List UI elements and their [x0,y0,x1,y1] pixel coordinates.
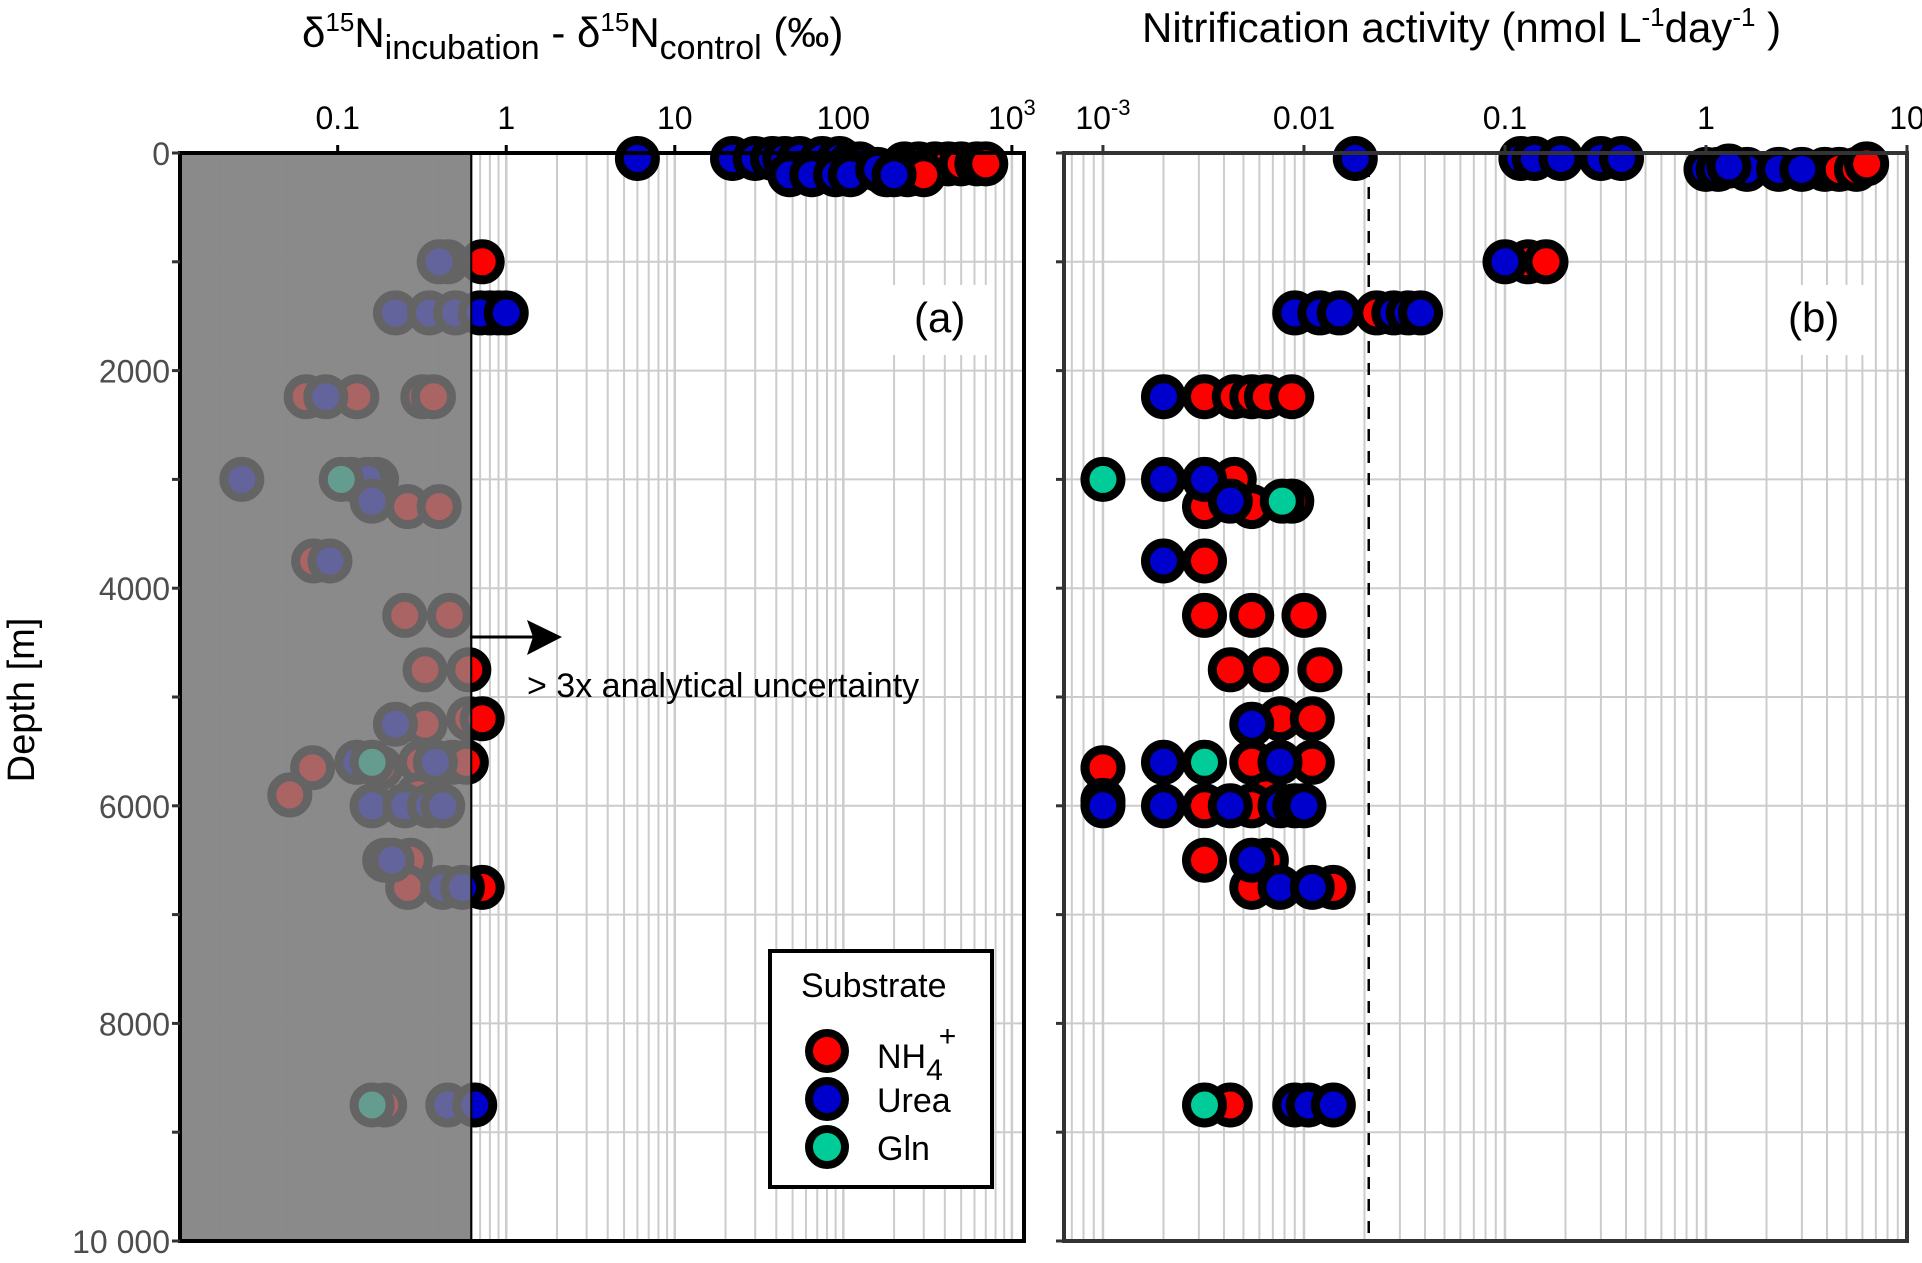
x-tick-label: 1 [1697,100,1715,136]
data-point-urea [1779,146,1825,192]
data-point-urea [1310,1082,1356,1128]
panel-a-label-bg [893,285,993,355]
data-point-gln [1182,739,1227,785]
data-point-urea [1257,739,1303,785]
legend-marker-urea [805,1077,849,1121]
data-point-urea [483,290,529,336]
data-point-nh4 [1229,592,1275,638]
annotation: > 3x analytical uncertainty [470,620,919,705]
data-point-nh4 [1207,647,1253,693]
x-tick-label: 10-3 [1075,95,1130,136]
data-point-urea [871,152,917,198]
data-point-urea [1289,864,1335,910]
panel-b-title: Nitrification activity (nmol L-1day-1 ) [1142,2,1781,51]
annotation-text: > 3x analytical uncertainty [527,667,919,705]
data-point-nh4 [1243,647,1289,693]
data-point-urea [1599,135,1645,181]
y-tick-label: 6000 [99,789,170,825]
data-point-urea [1140,456,1186,502]
panel-b-points [1080,135,1890,1128]
y-tick-label: 0 [152,136,170,172]
data-point-nh4 [1182,592,1227,638]
data-point-gln [1259,478,1305,524]
data-point-urea [1229,837,1275,883]
panel-b-label: (b) [1788,294,1839,341]
panel-b-label-bg [1770,285,1870,355]
x-tick-label: 100 [817,100,870,136]
data-point-urea [614,135,660,181]
y-tick-label: 4000 [99,571,170,607]
x-tick-label: 1 [497,100,515,136]
x-tick-label: 0.1 [1483,100,1527,136]
legend-marker-nh4 [805,1029,849,1073]
data-point-urea [1207,478,1253,524]
data-point-nh4 [1269,374,1315,420]
data-point-urea [1332,135,1378,181]
data-point-urea [1398,290,1444,336]
data-point-urea [1706,143,1752,189]
data-point-nh4 [1182,538,1227,584]
data-point-urea [1140,783,1186,829]
legend-label-nh4: NH4+ [877,1020,956,1087]
x-tick-label: 103 [988,95,1036,136]
y-tick-label: 10 000 [72,1224,170,1260]
legend-marker-gln [805,1125,849,1169]
data-point-nh4 [1523,239,1569,285]
arrow-head-icon [527,620,562,655]
data-point-urea [1140,538,1186,584]
data-point-gln [1182,1082,1227,1128]
data-point-urea [1281,783,1327,829]
x-tick-label: 0.01 [1273,100,1335,136]
panel-a-label: (a) [914,294,965,341]
legend-title: Substrate [801,967,947,1005]
legend-entry-urea: Urea [805,1077,951,1121]
x-tick-label: 0.1 [315,100,359,136]
data-point-nh4 [1297,647,1343,693]
legend-entry-nh4: NH4+ [805,1020,956,1087]
data-point-gln [1080,456,1126,502]
panel-a-title: δ15Nincubation - δ15Ncontrol (‰) [302,7,843,67]
data-point-urea [1316,290,1362,336]
data-point-urea [1080,783,1126,829]
data-point-urea [1482,239,1528,285]
y-tick-label: 8000 [99,1006,170,1042]
legend-entry-gln: Gln [805,1125,930,1169]
legend-label-gln: Gln [877,1130,930,1168]
x-tick-label: 10 [1889,100,1922,136]
data-point-urea [1229,701,1275,747]
y-tick-label: 2000 [99,354,170,390]
panel-b: 10-3 0.01 0.1 1 10 [1056,95,1922,1243]
data-point-urea [1207,783,1253,829]
legend-label-urea: Urea [877,1082,951,1120]
y-axis-label: Depth [m] [1,618,43,783]
legend: Substrate NH4+ Urea Gln [768,949,994,1189]
data-point-nh4 [1289,696,1335,742]
data-point-urea [1140,739,1186,785]
data-point-nh4 [1281,592,1327,638]
data-point-urea [1538,135,1584,181]
data-point-nh4 [1182,837,1227,883]
data-point-urea [1140,374,1186,420]
panel-a: 0.1 1 10 100 103 0 2000 4000 6000 8000 10 000 [72,95,1036,1260]
x-tick-label: 10 [657,100,693,136]
shaded-overlay [180,153,472,1241]
